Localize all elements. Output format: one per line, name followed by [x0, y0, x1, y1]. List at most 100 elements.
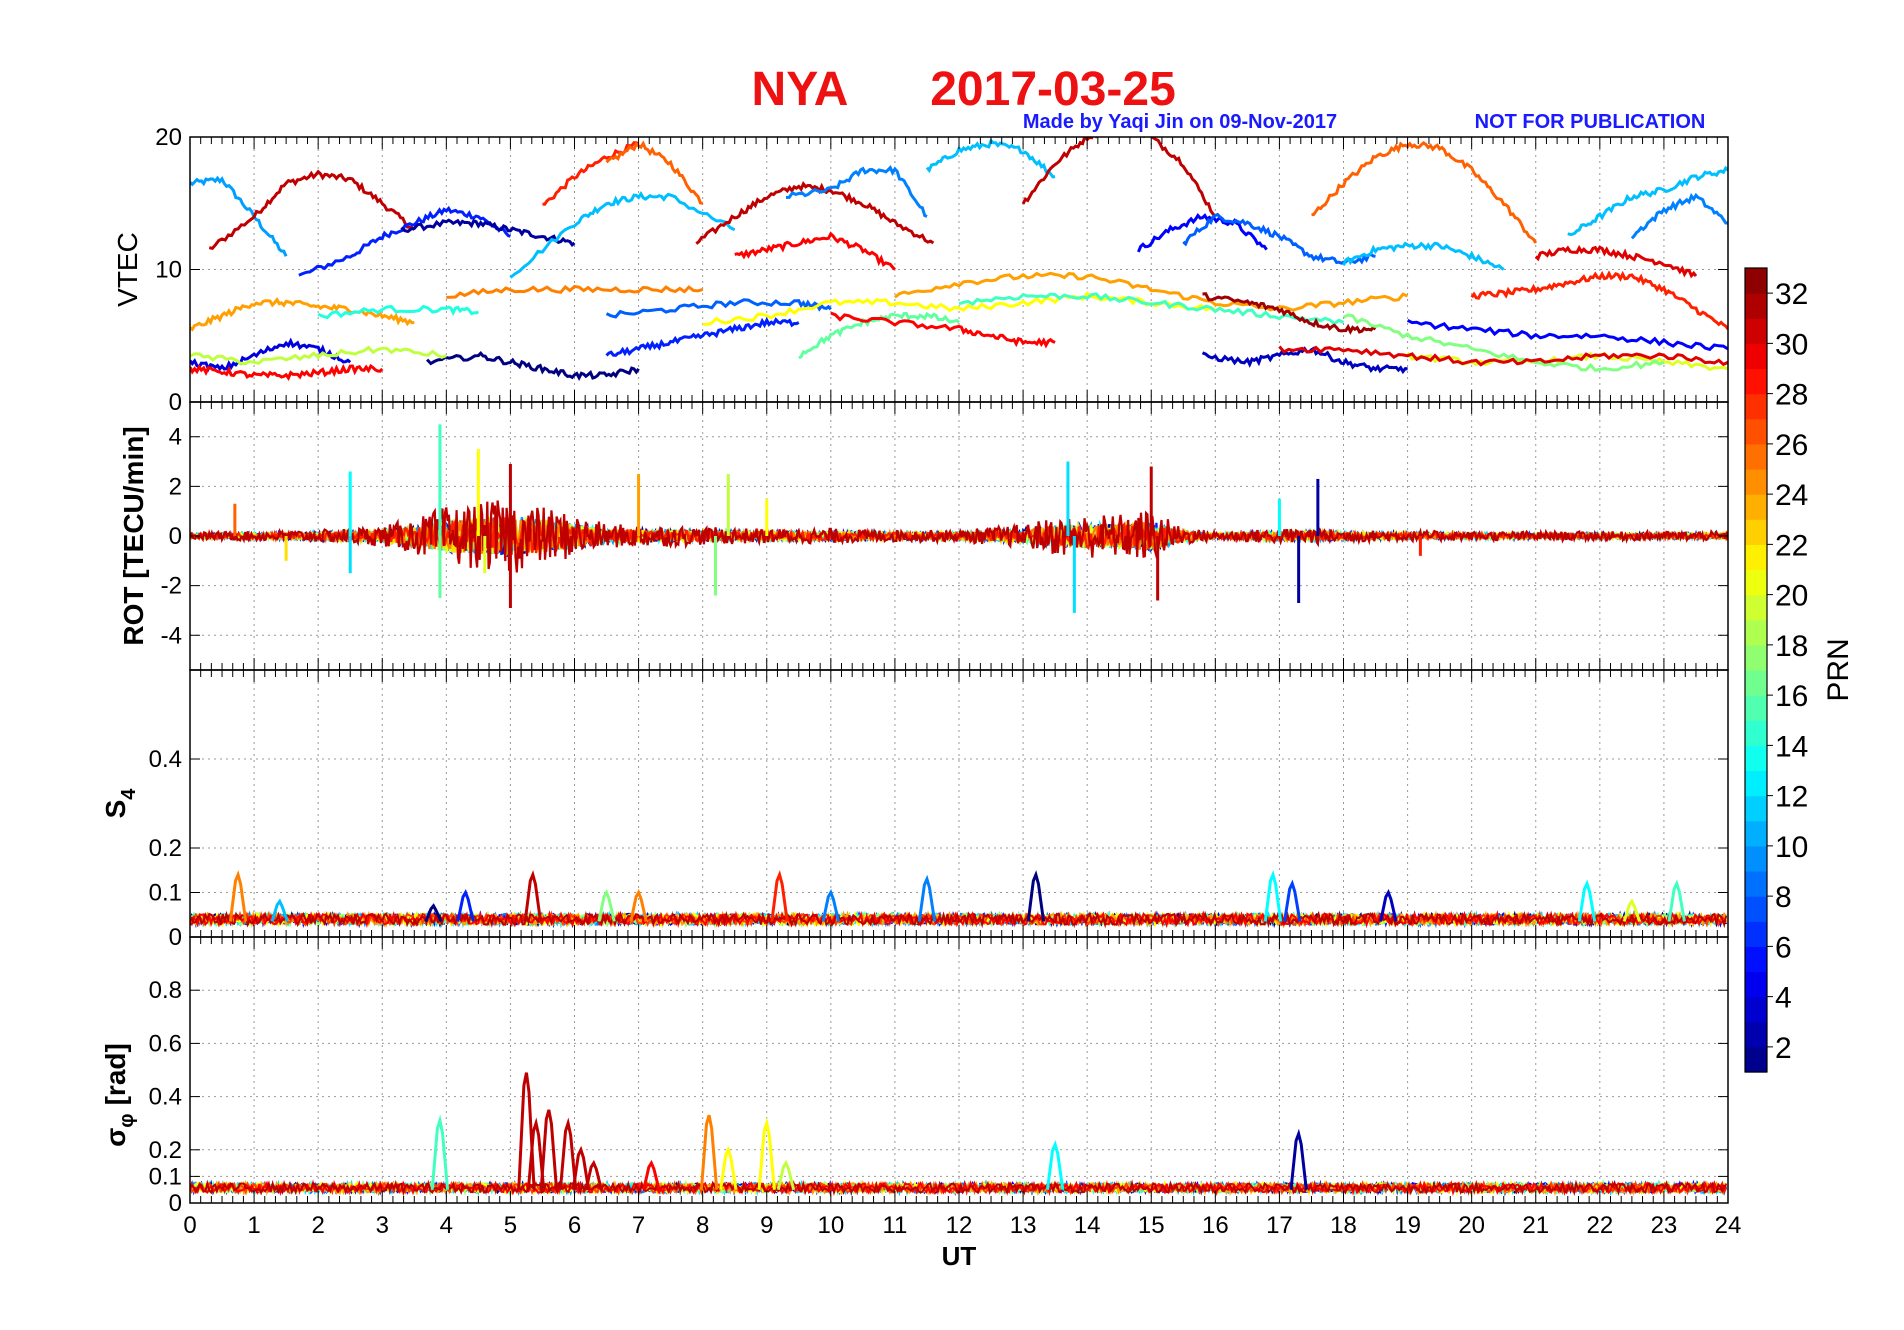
x-tick-label: 2: [311, 1212, 324, 1239]
series-line-prn-8: [605, 298, 832, 319]
colorbar-segment: [1745, 293, 1767, 319]
y-tick-label: 0.6: [149, 1030, 182, 1057]
colorbar-segment: [1745, 695, 1767, 721]
colorbar-tick-label: 24: [1775, 479, 1808, 512]
series-line-prn-17: [1342, 313, 1665, 373]
colorbar-tick-label: 4: [1775, 982, 1792, 1015]
peak-prn-20: [1622, 898, 1641, 922]
y-tick-label: 0.1: [149, 1163, 182, 1190]
colorbar-segment: [1745, 745, 1767, 772]
colorbar-segment: [1745, 343, 1767, 370]
series-line-prn-31: [190, 500, 1728, 573]
y-axis-label-sub: φ: [116, 1113, 138, 1127]
series-line-prn-10: [190, 175, 288, 257]
y-axis-label-unit: [rad]: [100, 1043, 131, 1105]
peak-prn-15: [1667, 879, 1686, 922]
series-group-vtec: [190, 137, 1728, 382]
panel-rot: -4 -2 0 2 4 ROT [TECU/min]: [118, 401, 1729, 671]
colorbar-tick-label: 22: [1775, 529, 1808, 562]
y-tick-label: 0: [169, 389, 182, 416]
peak-prn-28: [770, 870, 789, 922]
series-line-prn-11: [1567, 165, 1728, 237]
y-tick-label: -4: [161, 622, 182, 649]
series-group-rot: [190, 424, 1728, 613]
series-line-prn-26: [605, 140, 703, 205]
x-tick-label: 21: [1522, 1212, 1549, 1239]
series-line-prn-15: [958, 292, 1345, 326]
y-axis-label-sub: 4: [118, 788, 140, 800]
x-tick-label: 13: [1010, 1212, 1037, 1239]
x-tick-label: 8: [696, 1212, 709, 1239]
series-line-prn-32: [1202, 292, 1377, 335]
credit-made-by: Made by Yaqi Jin on 09-Nov-2017: [1023, 111, 1337, 133]
x-tick-label: 9: [760, 1212, 773, 1239]
colorbar-segment: [1745, 469, 1767, 495]
y-axis-label: σφ [rad]: [100, 1043, 138, 1147]
peak-prn-13: [1577, 879, 1597, 922]
colorbar-tick-label: 16: [1775, 680, 1808, 713]
series-line-prn-1: [426, 350, 640, 382]
peak-prn-21: [757, 1117, 776, 1190]
colorbar-segment: [1745, 720, 1767, 746]
series-line-prn-31: [190, 910, 1728, 929]
peak-prn-1: [424, 903, 443, 923]
colorbar-segment: [1745, 519, 1767, 545]
colorbar-segment: [1745, 594, 1767, 621]
series-line-prn-30: [1534, 244, 1698, 279]
y-tick-label: 10: [155, 257, 182, 284]
colorbar-segment: [1745, 1021, 1767, 1048]
series-line-prn-9: [785, 164, 928, 218]
peak-prn-7: [1283, 879, 1302, 922]
y-tick-label: 0: [169, 523, 182, 550]
series-line-prn-31: [208, 169, 416, 251]
peak-prn-3: [1379, 889, 1398, 922]
y-tick-label: 0.4: [149, 1084, 182, 1111]
x-tick-label: 23: [1651, 1212, 1678, 1239]
y-tick-label: 20: [155, 124, 182, 151]
x-tick-label: 19: [1394, 1212, 1421, 1239]
series-line-prn-26: [1311, 141, 1538, 244]
series-line-prn-14: [317, 304, 480, 320]
y-tick-label: -2: [161, 573, 182, 600]
peak-prn-1: [1026, 870, 1046, 922]
series-line-prn-9: [1630, 192, 1728, 240]
colorbar-tick-label: 32: [1775, 278, 1808, 311]
y-tick-label: 0.8: [149, 977, 182, 1004]
colorbar-segment: [1745, 268, 1767, 294]
peak-prn-25: [629, 889, 648, 922]
colorbar-tick-label: 2: [1775, 1032, 1792, 1065]
y-tick-label: 0.2: [149, 835, 182, 862]
x-tick-label: 18: [1330, 1212, 1357, 1239]
colorbar-tick-label: 28: [1775, 379, 1808, 412]
y-axis-label-symbol: σ: [100, 1128, 131, 1147]
series-group-s4: [190, 870, 1728, 929]
peak-prn-15: [430, 1114, 450, 1190]
colorbar-segment: [1745, 644, 1767, 671]
colorbar-segment: [1745, 318, 1767, 344]
y-tick-label: 0.1: [149, 880, 182, 907]
x-tick-label: 11: [882, 1212, 907, 1239]
peak-prn-13: [1263, 870, 1283, 922]
colorbar-segment: [1745, 443, 1767, 470]
peak-prn-11: [270, 898, 289, 922]
colorbar-segment: [1745, 670, 1767, 696]
colorbar-tick-label: 10: [1775, 831, 1808, 864]
series-line-prn-21: [702, 291, 1216, 326]
peak-prn-17: [597, 889, 616, 922]
y-tick-label: 0: [169, 924, 182, 951]
x-tick-label: 10: [817, 1212, 844, 1239]
colorbar-tick-label: 8: [1775, 881, 1792, 914]
colorbar-segment: [1745, 896, 1767, 922]
colorbar-segment: [1745, 946, 1767, 973]
series-line-prn-28: [1470, 270, 1728, 331]
peak-prn-29: [642, 1159, 661, 1191]
x-tick-label: 3: [376, 1212, 389, 1239]
colorbar-segment: [1745, 494, 1767, 520]
colorbar-segment: [1745, 544, 1767, 571]
colorbar-tick-label: 12: [1775, 781, 1808, 814]
series-line-prn-31: [695, 181, 935, 245]
peak-prn-21: [719, 1145, 738, 1190]
series-group-sigma_phi: [190, 1072, 1728, 1197]
panel-vtec: 0 10 20 VTEC: [112, 124, 1729, 416]
colorbar-segment: [1745, 418, 1767, 445]
